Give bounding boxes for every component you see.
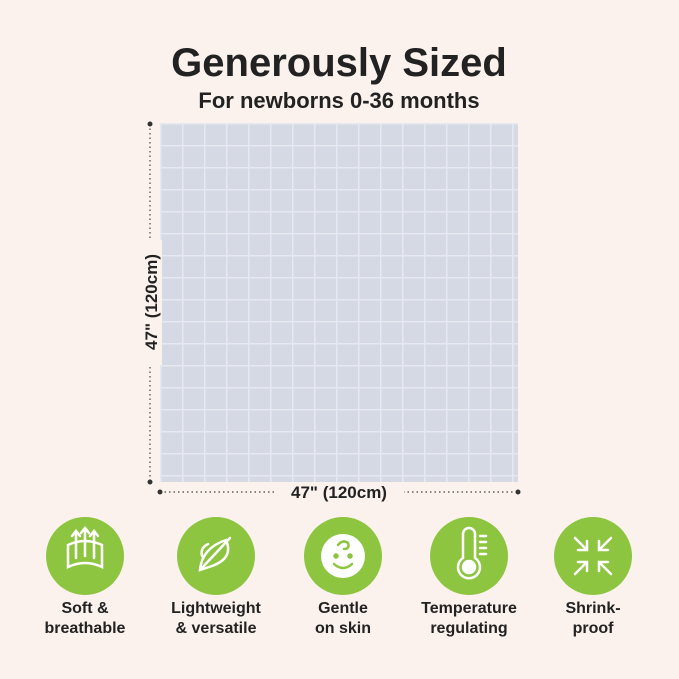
icons	[66, 525, 613, 580]
label-backing	[276, 482, 404, 502]
blanket	[160, 123, 518, 482]
feature-label: Lightweight	[171, 600, 261, 617]
dimension-ends	[147, 121, 521, 495]
feature-label: Shrink-	[565, 600, 620, 617]
feature-label: Gentle	[318, 600, 368, 617]
feature-label: regulating	[430, 620, 507, 637]
feature-label: Soft &	[61, 600, 109, 617]
title: Generously Sized	[171, 41, 507, 85]
feature-label: & versatile	[176, 620, 257, 637]
subtitle: For newborns 0-36 months	[198, 88, 479, 113]
height-label: 47" (120cm)	[142, 254, 161, 350]
label-backing	[138, 240, 162, 365]
dimension-lines	[149, 124, 518, 493]
feature-label: on skin	[315, 620, 371, 637]
feature-label: breathable	[45, 620, 126, 637]
icon-circles	[46, 517, 632, 595]
feature-label: proof	[573, 620, 615, 637]
width-label: 47" (120cm)	[291, 483, 387, 502]
feature-label: Temperature	[421, 600, 517, 617]
feature-labels: Soft & breathable Lightweight & versatile Ge…	[45, 600, 621, 637]
